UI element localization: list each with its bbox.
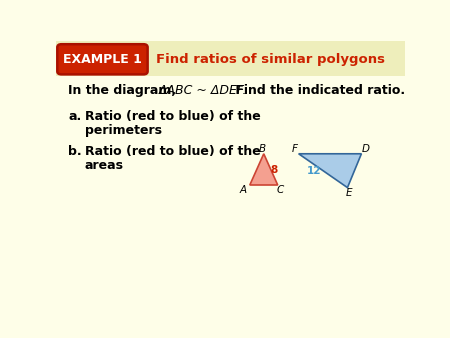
- FancyBboxPatch shape: [57, 44, 148, 74]
- Text: B: B: [259, 144, 266, 154]
- Text: A: A: [240, 185, 247, 195]
- Text: Find ratios of similar polygons: Find ratios of similar polygons: [156, 53, 385, 66]
- Text: b.: b.: [68, 145, 82, 158]
- Text: a.: a.: [68, 110, 82, 123]
- Text: ΔABC ~ ΔDEF.: ΔABC ~ ΔDEF.: [159, 84, 248, 97]
- Text: F: F: [292, 144, 298, 154]
- Text: In the diagram,: In the diagram,: [68, 84, 181, 97]
- Text: C: C: [276, 185, 284, 195]
- Text: 12: 12: [307, 167, 322, 176]
- Text: Ratio (red to blue) of the: Ratio (red to blue) of the: [85, 145, 261, 158]
- Text: perimeters: perimeters: [85, 124, 162, 137]
- Text: Find the indicated ratio.: Find the indicated ratio.: [230, 84, 405, 97]
- Polygon shape: [250, 154, 278, 185]
- Text: D: D: [362, 144, 370, 154]
- Text: EXAMPLE 1: EXAMPLE 1: [63, 53, 142, 66]
- Text: Ratio (red to blue) of the: Ratio (red to blue) of the: [85, 110, 261, 123]
- Text: areas: areas: [85, 160, 124, 172]
- Polygon shape: [299, 154, 361, 188]
- Text: 8: 8: [270, 165, 277, 175]
- Text: E: E: [346, 188, 352, 198]
- FancyBboxPatch shape: [56, 41, 405, 76]
